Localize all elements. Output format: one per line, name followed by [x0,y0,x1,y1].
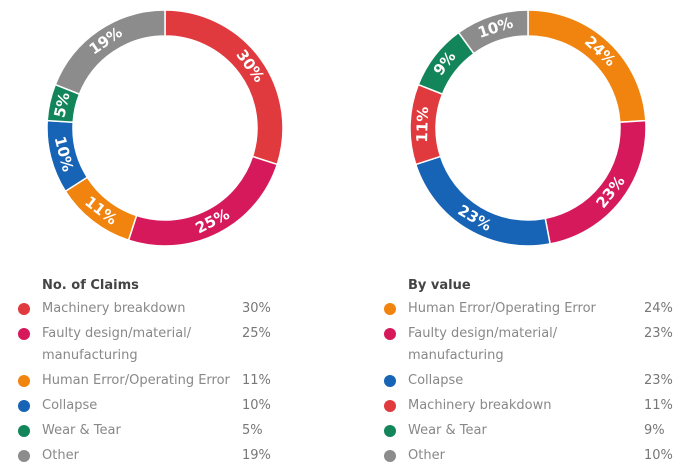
legend-item: Wear & Tear 5% [18,420,282,442]
legend-value: 10% [242,398,271,413]
legend-item: Faulty design/material/ manufacturing 23% [384,323,684,367]
slice [54,9,166,96]
slice [544,119,647,245]
legend-value: 24% [644,301,673,316]
legend-item: Human Error/Operating Error 11% [18,370,282,392]
legend-swatch [384,400,396,412]
legend-item: Other 10% [384,445,684,467]
legend-item: Machinery breakdown 30% [18,298,282,320]
legend-swatch [384,450,396,462]
legend-label: Other [42,448,79,463]
slice [164,9,284,166]
legend-label: Machinery breakdown [408,398,552,413]
legend-label: Other [408,448,445,463]
legend-item: Faulty design/material/ manufacturing 25% [18,323,282,367]
slice [527,9,647,124]
legend-swatch [18,450,30,462]
legend-title: No. of Claims [42,278,139,293]
legend-value: 23% [644,326,673,341]
legend-value: 25% [242,326,271,341]
legend-swatch [384,425,396,437]
legend-value: 10% [644,448,673,463]
legend-swatch [18,375,30,387]
legend-label: Machinery breakdown [42,301,186,316]
slice-label: 5% [50,91,73,120]
legend-item: Machinery breakdown 11% [384,395,684,417]
legend-item: Wear & Tear 9% [384,420,684,442]
legend-swatch [18,328,30,340]
legend-label: Faulty design/material/ manufacturing [42,326,192,363]
legend-label: Faulty design/material/ manufacturing [408,326,558,363]
legend-value: 5% [242,423,263,438]
legend-label: Human Error/Operating Error [408,301,596,316]
legend-label: Wear & Tear [42,423,121,438]
legend-item: Collapse 10% [18,395,282,417]
legend-value: 9% [644,423,665,438]
slice [457,9,529,55]
legend-title: By value [408,278,471,293]
legend-label: Human Error/Operating Error [42,373,230,388]
slice-label: 11% [413,106,432,142]
legend-swatch [18,303,30,315]
legend-swatch [18,400,30,412]
legend-swatch [18,425,30,437]
legend-value: 11% [242,373,271,388]
legend-label: Collapse [408,373,464,388]
legend-item: Other 19% [18,445,282,467]
charts: 30%25%11%10%5%19% 24%23%23%11%9%10% [46,9,647,247]
legend: By value Human Error/Operating Error 24% Fa… [384,274,684,470]
legend-value: 30% [242,301,271,316]
legend-label: Collapse [42,398,98,413]
legend-item: Human Error/Operating Error 24% [384,298,684,320]
legend: No. of Claims Machinery breakdown 30% Fault… [18,274,282,470]
legend-label: Wear & Tear [408,423,487,438]
legend-value: 23% [644,373,673,388]
legend-swatch [384,303,396,315]
legend-item: Collapse 23% [384,370,684,392]
legend-value: 11% [644,398,673,413]
legend-swatch [384,375,396,387]
legend-value: 19% [242,448,271,463]
legend-swatch [384,328,396,340]
